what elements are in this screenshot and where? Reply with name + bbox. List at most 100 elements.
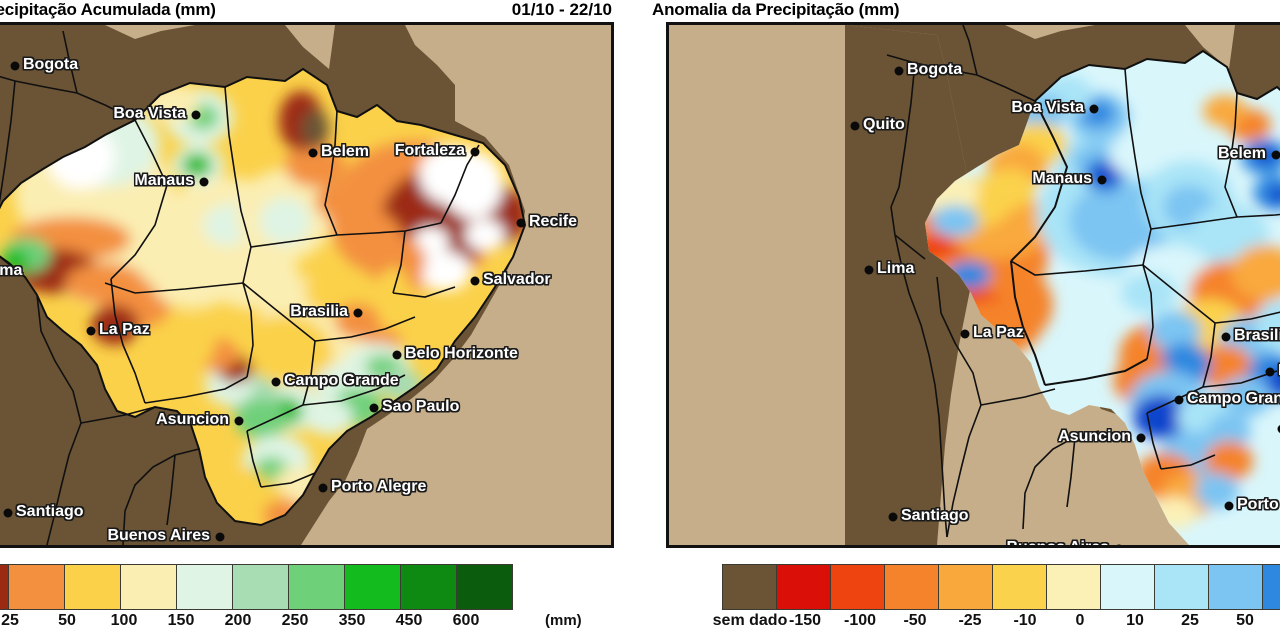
city-label: Quito <box>863 116 905 133</box>
city-dot <box>308 148 318 158</box>
right-map-graphic <box>669 25 1280 545</box>
colorbar-tick-label: 50 <box>1236 612 1254 629</box>
city-label: Brasilia <box>1234 327 1280 344</box>
colorbar-swatch-6 <box>288 564 345 610</box>
colorbar-swatch-4 <box>938 564 993 610</box>
colorbar-tick-label: 10 <box>1126 612 1144 629</box>
city-label: Salvador <box>483 271 551 288</box>
city-dot <box>1271 150 1280 160</box>
colorbar-tick-label: -25 <box>958 612 982 629</box>
city-dot <box>234 416 244 426</box>
colorbar-tick-label: 150 <box>167 612 195 629</box>
city-label: Santiago <box>901 507 969 524</box>
city-label: Brasilia <box>290 303 348 320</box>
colorbar-tick-label: 350 <box>338 612 366 629</box>
city-dot <box>470 147 480 157</box>
city-dot <box>1221 332 1231 342</box>
accumulated-precipitation-map: Bogota Boa Vista Manaus Belem Fortaleza … <box>0 22 614 548</box>
left-map-graphic <box>0 25 611 545</box>
city-label: Belo Horizonte <box>405 345 518 362</box>
colorbar-swatch-6 <box>1046 564 1101 610</box>
city-dot <box>3 508 13 518</box>
city-label: Buenos Aires <box>107 527 210 544</box>
colorbar-swatch-5 <box>992 564 1047 610</box>
colorbar-swatch-3 <box>120 564 177 610</box>
city-label: Campo Grande <box>1187 390 1280 407</box>
city-label: Manaus <box>1032 170 1092 187</box>
city-dot <box>1097 175 1107 185</box>
city-dot <box>1114 544 1124 545</box>
precipitation-anomaly-map: Bogota Quito Lima Boa Vista Manaus Belem… <box>666 22 1280 548</box>
city-label: Porto Alege <box>1237 496 1280 513</box>
colorbar-swatch-7 <box>344 564 401 610</box>
political-borders <box>0 30 527 545</box>
colorbar-swatch-4 <box>176 564 233 610</box>
colorbar-unit-label: (mm) <box>545 612 582 629</box>
colorbar-swatch-1 <box>776 564 831 610</box>
city-label: Boa Vista <box>113 105 186 122</box>
city-dot <box>86 326 96 336</box>
city-label: Manaus <box>134 172 194 189</box>
city-dot <box>369 403 379 413</box>
city-label: Bogota <box>23 56 79 73</box>
left-panel-period-label: 01/10 - 22/10 <box>511 0 612 19</box>
city-label: Recife <box>529 213 578 230</box>
colorbar-swatch-8 <box>400 564 457 610</box>
city-dot <box>1265 367 1275 377</box>
left-panel-title: Precipitação Acumulada (mm) <box>0 0 216 19</box>
city-label: Porto Alegre <box>331 478 427 495</box>
city-label: Belem <box>1217 145 1266 162</box>
colorbar-tick-label: 25 <box>1181 612 1199 629</box>
colorbar-swatch-7 <box>1100 564 1155 610</box>
colorbar-tick-label: 250 <box>281 612 309 629</box>
anomaly-colorbar-ticks: sem dado -150 -100 -50 -25 -10 0 10 25 50 <box>713 612 1280 636</box>
colorbar-swatch-1 <box>8 564 65 610</box>
colorbar-tick-label: 25 <box>1 612 19 629</box>
colorbar-tick-label: -50 <box>903 612 927 629</box>
city-dot <box>894 66 904 76</box>
city-dot <box>1277 424 1280 434</box>
anomaly-colorbar <box>722 564 1280 610</box>
right-map-city-labels: Bogota Quito Lima Boa Vista Manaus Belem… <box>669 25 1280 545</box>
colorbar-swatch-2 <box>64 564 121 610</box>
city-dot <box>1174 395 1184 405</box>
colorbar-swatch-5 <box>232 564 289 610</box>
city-dot <box>318 483 328 493</box>
city-dot <box>271 377 281 387</box>
accumulated-precipitation-colorbar-ticks: 02550100150200250350450600 <box>0 612 592 636</box>
city-label: Buenos Aires <box>1006 539 1109 548</box>
city-dot <box>392 350 402 360</box>
city-label: Asuncion <box>156 411 229 428</box>
colorbar-swatch-3 <box>884 564 939 610</box>
city-dot <box>1224 501 1234 511</box>
city-label: Santiago <box>16 503 84 520</box>
city-label: Fortaleza <box>394 142 465 159</box>
right-panel-title: Anomalia da Precipitação (mm) <box>652 0 900 19</box>
city-dot <box>960 329 970 339</box>
city-dot <box>215 532 225 542</box>
colorbar-tick-label: -150 <box>788 612 822 629</box>
city-label: Asuncion <box>1058 428 1131 445</box>
city-label: Campo Grande <box>284 372 399 389</box>
colorbar-tick-label: 50 <box>58 612 76 629</box>
colorbar-swatch-8 <box>1154 564 1209 610</box>
colorbar-swatch-9 <box>456 564 513 610</box>
city-label: Belo <box>1278 362 1280 380</box>
colorbar-swatch-10 <box>1262 564 1280 610</box>
city-dot <box>191 110 201 120</box>
city-dot <box>353 308 363 318</box>
colorbar-swatch-2 <box>830 564 885 610</box>
city-label: Belem <box>321 143 370 160</box>
city-label: Bogota <box>907 61 963 78</box>
colorbar-tick-label: 600 <box>452 612 480 629</box>
colorbar-tick-label: 450 <box>395 612 423 629</box>
city-label: La Paz <box>973 324 1024 341</box>
colorbar-tick-label: sem dado <box>712 612 788 629</box>
city-dot <box>199 177 209 187</box>
city-dot <box>470 276 480 286</box>
city-dot <box>864 265 874 275</box>
city-label: Boa Vista <box>1011 99 1084 116</box>
city-dot <box>10 61 20 71</box>
colorbar-swatch-0 <box>722 564 777 610</box>
